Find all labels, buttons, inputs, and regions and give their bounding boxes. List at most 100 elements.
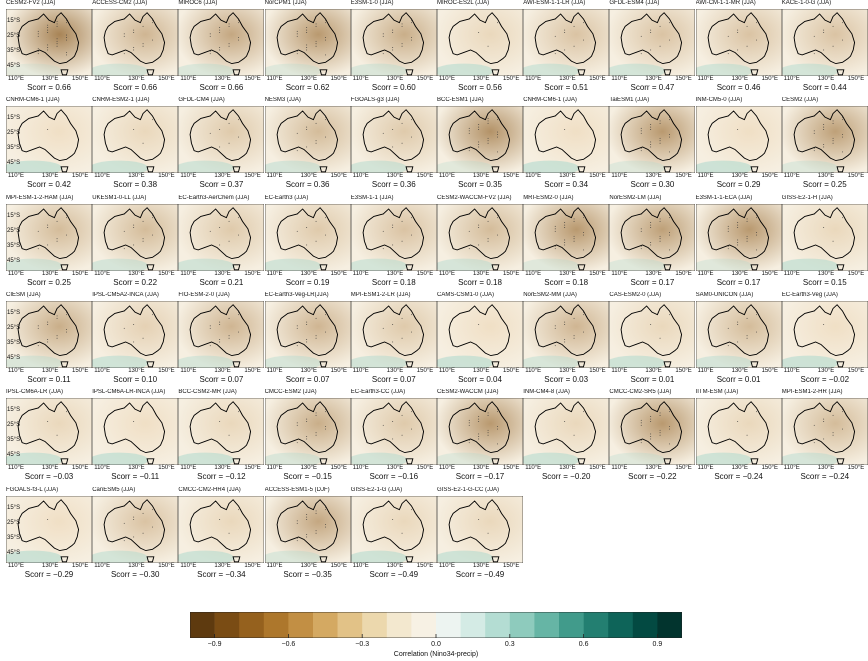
- map-panel: MIROC-ES2L (JJA) 110°E 130°E 150°E Scorr = 0…: [437, 0, 523, 100]
- colorbar-tick-label: −0.6: [281, 641, 296, 648]
- lon-label: 130°E: [559, 367, 576, 374]
- lon-label: 150°E: [761, 270, 779, 277]
- lat-label: 35°S: [7, 242, 21, 249]
- australia-map: [523, 9, 610, 76]
- map-panel: GISS-E2-1-H (JJA) 110°E 130°E 150°E Scorr = …: [781, 195, 868, 295]
- panel-title: GFDL-ESM4 (JJA): [609, 0, 660, 6]
- lon-label: 130°E: [42, 367, 59, 374]
- panel-score: Scorr = −0.12: [197, 472, 246, 482]
- lon-label: 130°E: [128, 270, 145, 277]
- lon-label: 110°E: [8, 173, 24, 180]
- australia-map: [781, 300, 868, 368]
- lon-label: 150°E: [675, 465, 692, 472]
- lon-label: 130°E: [214, 562, 231, 569]
- panel-title: AWI-ESM-1-1-LR (JJA): [523, 0, 586, 6]
- lon-label: 130°E: [300, 173, 318, 180]
- lon-label: 130°E: [559, 270, 576, 277]
- map-panel: FGOALS-f3-L (JJA) 15°S 25°S 35°S 45°S 110°E 13…: [6, 487, 92, 587]
- colorbar-tick-label: −0.3: [355, 641, 370, 648]
- lon-label: 150°E: [847, 465, 865, 472]
- lon-label: 130°E: [473, 270, 490, 277]
- lon-label: 110°E: [611, 367, 628, 374]
- lon-label: 130°E: [128, 173, 145, 180]
- lon-label: 150°E: [158, 76, 175, 82]
- map-panel: CNRM-CM6-1 (JJA) 110°E 130°E 150°E Scorr = 0…: [523, 97, 610, 197]
- panel-score: Scorr = 0.22: [113, 277, 158, 287]
- map-panel: CNRM-CM6-1 (JJA) 15°S 25°S 35°S 45°S 110°E 130…: [6, 97, 92, 197]
- lon-label: 130°E: [817, 465, 835, 472]
- australia-map: [781, 106, 868, 174]
- lon-label: 110°E: [266, 270, 283, 277]
- panel-title: CESM2-FV2 (JJA): [6, 0, 56, 6]
- lon-label: 110°E: [94, 367, 111, 374]
- lon-label: 150°E: [416, 76, 434, 82]
- map-panel: CMCC-ESM2 (JJA) 110°E 130°E 150°E Scorr = −0…: [264, 389, 351, 489]
- lon-label: 150°E: [503, 76, 520, 82]
- colorbar-segment: [436, 612, 461, 638]
- panel-score: Scorr = −0.49: [455, 569, 505, 579]
- panel-score: Scorr = 0.10: [113, 374, 158, 384]
- lat-label: 45°S: [7, 160, 21, 167]
- panel-score: Scorr = 0.15: [802, 277, 847, 287]
- australia-map: [781, 9, 868, 76]
- colorbar-segment: [337, 612, 363, 638]
- australia-map: [350, 495, 437, 563]
- panel-score: Scorr = 0.36: [285, 180, 330, 190]
- australia-map: [695, 9, 782, 76]
- map-panel: BCC-CSM2-MR (JJA) 110°E 130°E 150°E Scorr = …: [178, 389, 265, 489]
- lon-label: 110°E: [783, 173, 800, 180]
- map-panel: EC-Earth3-CC (JJA) 110°E 130°E 150°E Scorr =…: [350, 389, 437, 489]
- lon-label: 110°E: [697, 173, 714, 180]
- lon-label: 110°E: [8, 367, 24, 374]
- lat-label: 15°S: [7, 407, 21, 414]
- panel-title: MPI-ESM-1-2-HAM (JJA): [6, 194, 74, 201]
- lon-label: 110°E: [697, 76, 714, 82]
- colorbar: [190, 612, 682, 638]
- lon-label: 110°E: [180, 562, 197, 569]
- lon-label: 110°E: [352, 465, 369, 472]
- panel-title: CanESM5 (JJA): [92, 486, 136, 493]
- panel-score: Scorr = −0.35: [283, 569, 332, 579]
- lon-label: 130°E: [300, 367, 318, 374]
- australia-map: [609, 203, 696, 271]
- lon-label: 130°E: [300, 562, 318, 569]
- australia-map: [695, 300, 782, 368]
- lon-label: 150°E: [244, 270, 261, 277]
- panel-title: CNRM-CM6-1 (JJA): [6, 97, 60, 104]
- map-panel-grid: CESM2-FV2 (JJA) 15°S 25°S 35°S 45°S 110°E 130°…: [6, 0, 868, 587]
- panel-score: Scorr = 0.34: [544, 180, 589, 190]
- lon-label: 150°E: [244, 173, 261, 180]
- australia-map: [92, 203, 179, 271]
- map-panel: CanESM5 (JJA) 110°E 130°E 150°E Scorr = −0.3…: [92, 486, 179, 587]
- map-panel: AWI-CM-1-1-MR (JJA) 110°E 130°E 150°E Scorr …: [695, 0, 782, 100]
- australia-map: [264, 106, 351, 174]
- lat-label: 25°S: [7, 130, 21, 137]
- lon-label: 130°E: [731, 367, 749, 374]
- australia-map: [264, 300, 351, 368]
- lat-label: 45°S: [7, 63, 21, 69]
- panel-score: Scorr = −0.17: [455, 472, 505, 482]
- australia-map: [178, 300, 265, 368]
- map-panel: ACCESS-CM2 (JJA) 110°E 130°E 150°E Scorr = 0…: [92, 0, 179, 100]
- panel-score: Scorr = −0.16: [369, 472, 419, 482]
- panel-score: Scorr = 0.01: [630, 374, 675, 384]
- lon-label: 130°E: [731, 465, 749, 472]
- map-panel: GISS-E2-1-G (JJA) 110°E 130°E 150°E Scorr = …: [350, 487, 437, 587]
- colorbar-segment: [509, 612, 535, 638]
- panel-title: FGOALS-g3 (JJA): [350, 97, 400, 104]
- map-panel: MIROC6 (JJA) 110°E 130°E 150°E Scorr = 0.66: [178, 0, 265, 100]
- panel-title: CNRM-ESM2-1 (JJA): [92, 97, 150, 104]
- lon-label: 150°E: [330, 465, 348, 472]
- panel-title: CIESM (JJA): [6, 291, 41, 298]
- lon-label: 110°E: [611, 76, 628, 82]
- australia-map: [695, 398, 782, 466]
- colorbar-segment: [263, 612, 289, 638]
- australia-map: [6, 9, 92, 76]
- lon-label: 110°E: [8, 562, 24, 569]
- colorbar-label: Correlation (Nino34-precip): [393, 651, 479, 658]
- lon-label: 150°E: [589, 465, 606, 472]
- lon-label: 110°E: [611, 465, 628, 472]
- lat-label: 15°S: [7, 309, 21, 316]
- australia-map: [609, 398, 696, 466]
- panel-title: EC-Earth3-AerChem (JJA): [178, 194, 250, 201]
